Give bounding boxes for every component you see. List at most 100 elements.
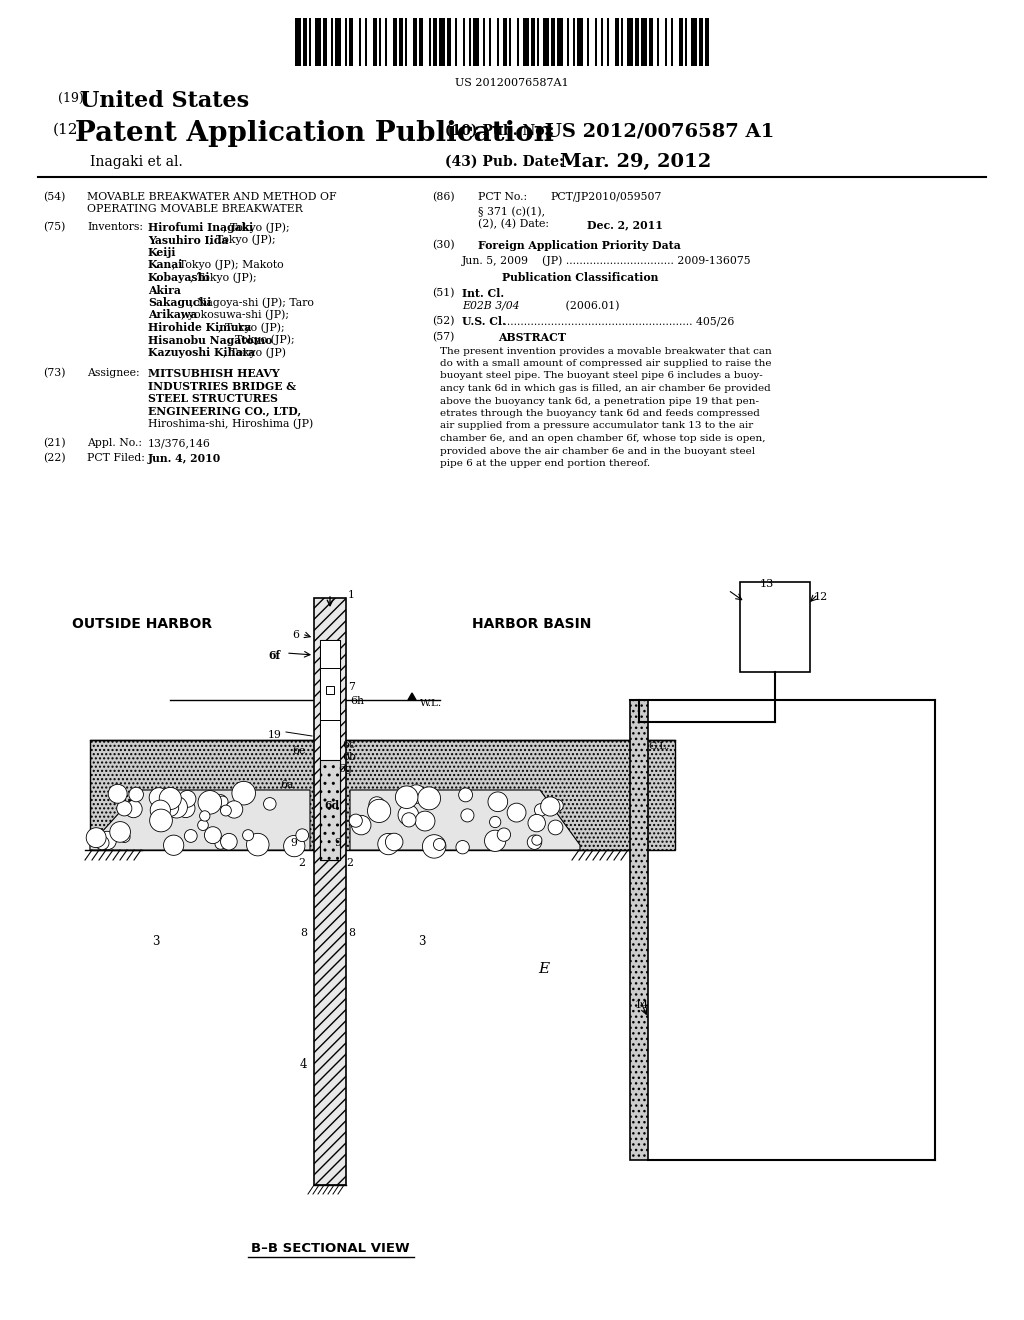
Text: Foreign Application Priority Data: Foreign Application Priority Data [478, 240, 681, 251]
Text: Akira: Akira [148, 285, 181, 296]
Text: (21): (21) [43, 438, 66, 449]
Bar [331, 18, 333, 66]
Text: provided above the air chamber 6e and in the buoyant steel: provided above the air chamber 6e and in… [440, 446, 755, 455]
Text: Jun. 5, 2009    (JP) ................................ 2009-136075: Jun. 5, 2009 (JP) ......................… [462, 256, 752, 267]
Circle shape [119, 832, 130, 842]
Bar [315, 18, 321, 66]
Text: 6b: 6b [342, 752, 356, 762]
Text: MITSUBHISH HEAVY: MITSUBHISH HEAVY [148, 368, 280, 379]
Bar [319, 719, 340, 760]
Polygon shape [350, 789, 580, 850]
Text: 3: 3 [418, 935, 426, 948]
Circle shape [150, 809, 172, 832]
Circle shape [385, 833, 402, 851]
Circle shape [176, 799, 195, 817]
Text: 9: 9 [290, 838, 297, 847]
Bar [90, 741, 675, 850]
Bar [399, 18, 403, 66]
Bar [503, 18, 507, 66]
Text: 2: 2 [298, 858, 305, 869]
Text: , Tokyo (JP);: , Tokyo (JP); [209, 235, 280, 246]
Text: Hirohide Kimura: Hirohide Kimura [148, 322, 251, 333]
Circle shape [535, 804, 547, 816]
Bar [551, 18, 555, 66]
Circle shape [401, 813, 416, 826]
Circle shape [160, 788, 181, 809]
Bar [335, 18, 341, 66]
Circle shape [179, 791, 196, 808]
Text: (22): (22) [43, 453, 66, 463]
Bar [699, 18, 703, 66]
Text: Patent Application Publication: Patent Application Publication [75, 120, 554, 147]
Circle shape [415, 810, 435, 832]
Text: Int. Cl.: Int. Cl. [462, 288, 504, 300]
Text: Keiji: Keiji [148, 247, 176, 257]
Circle shape [184, 829, 198, 842]
Text: (10) Pub. No.:: (10) Pub. No.: [445, 124, 554, 139]
Text: Appl. No.:: Appl. No.: [87, 438, 142, 447]
Text: OUTSIDE HARBOR: OUTSIDE HARBOR [72, 616, 212, 631]
Text: Hiroshima-shi, Hiroshima (JP): Hiroshima-shi, Hiroshima (JP) [148, 418, 313, 429]
Bar [577, 18, 583, 66]
Bar [413, 18, 417, 66]
Text: PCT No.:: PCT No.: [478, 191, 527, 202]
Text: , Tokyo (JP);: , Tokyo (JP); [223, 222, 290, 232]
Circle shape [243, 830, 254, 841]
Text: (52): (52) [432, 315, 455, 326]
Text: Mar. 29, 2012: Mar. 29, 2012 [560, 153, 712, 172]
Text: Hisanobu Nagatomo: Hisanobu Nagatomo [148, 334, 272, 346]
Circle shape [161, 799, 179, 817]
Circle shape [507, 803, 526, 822]
Text: , yokosuwa-shi (JP);: , yokosuwa-shi (JP); [181, 309, 289, 319]
Circle shape [215, 838, 226, 849]
Text: PCT Filed:: PCT Filed: [87, 453, 144, 463]
Circle shape [528, 814, 546, 832]
Circle shape [433, 838, 445, 850]
Bar [295, 18, 301, 66]
Text: 19: 19 [268, 730, 282, 741]
Bar [429, 18, 431, 66]
Circle shape [369, 797, 385, 813]
Circle shape [198, 820, 208, 830]
Text: 6e: 6e [292, 746, 305, 756]
Bar [345, 18, 347, 66]
Bar [359, 18, 361, 66]
Text: (54): (54) [43, 191, 66, 202]
Text: (51): (51) [432, 288, 455, 298]
Text: (73): (73) [43, 368, 66, 379]
Text: Kazuyoshi Kihara: Kazuyoshi Kihara [148, 347, 255, 358]
Circle shape [489, 816, 501, 828]
Text: , Tokyo (JP);: , Tokyo (JP); [190, 272, 260, 282]
Circle shape [408, 785, 426, 804]
Text: Kanai: Kanai [148, 260, 183, 271]
Bar [379, 18, 381, 66]
Bar [649, 18, 653, 66]
Circle shape [215, 795, 226, 807]
Text: 2: 2 [346, 858, 353, 869]
Bar [621, 18, 623, 66]
Bar [309, 18, 311, 66]
Text: HARBOR BASIN: HARBOR BASIN [472, 616, 592, 631]
Text: etrates through the buoyancy tank 6d and feeds compressed: etrates through the buoyancy tank 6d and… [440, 409, 760, 418]
Bar [685, 18, 687, 66]
Text: 14: 14 [635, 1001, 649, 1010]
Bar [517, 18, 519, 66]
Bar [303, 18, 307, 66]
Text: US 20120076587A1: US 20120076587A1 [456, 78, 568, 88]
Text: (2), (4) Date:: (2), (4) Date: [478, 219, 549, 230]
Circle shape [527, 836, 542, 849]
Text: above the buoyancy tank 6d, a penetration pipe 19 that pen-: above the buoyancy tank 6d, a penetratio… [440, 396, 759, 405]
Circle shape [349, 814, 362, 828]
Bar [319, 760, 340, 861]
Bar [740, 582, 810, 672]
Bar [319, 668, 340, 719]
Bar [635, 18, 639, 66]
Text: 3: 3 [152, 935, 160, 948]
Text: 6: 6 [292, 630, 299, 640]
Text: (86): (86) [432, 191, 455, 202]
Circle shape [541, 797, 560, 816]
Circle shape [423, 834, 445, 858]
Circle shape [284, 836, 305, 857]
Circle shape [198, 791, 221, 814]
Circle shape [456, 841, 469, 854]
